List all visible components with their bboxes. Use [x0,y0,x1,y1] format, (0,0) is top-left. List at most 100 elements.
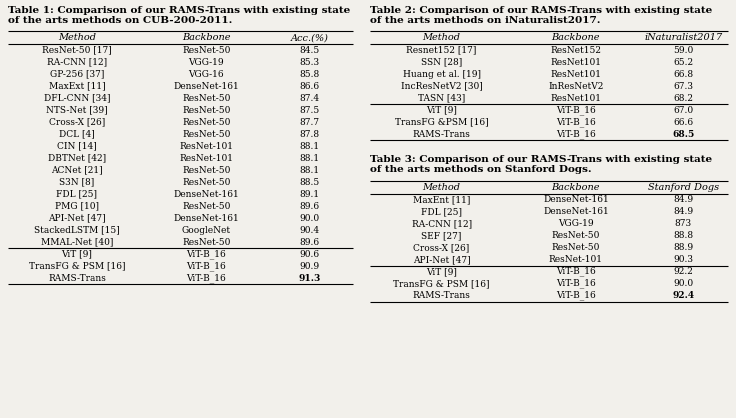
Text: 89.1: 89.1 [300,190,320,199]
Text: 67.3: 67.3 [673,82,693,91]
Text: ResNet152: ResNet152 [551,46,601,55]
Text: 68.5: 68.5 [672,130,694,139]
Text: ResNet-50: ResNet-50 [183,118,230,127]
Text: Method: Method [422,183,461,191]
Text: RA-CNN [12]: RA-CNN [12] [47,58,107,67]
Text: ViT-B_16: ViT-B_16 [556,267,595,276]
Text: MaxExt [11]: MaxExt [11] [49,82,105,91]
Text: S3N [8]: S3N [8] [60,178,95,187]
Text: ResNet-101: ResNet-101 [549,255,603,264]
Text: 88.8: 88.8 [673,231,693,240]
Text: ViT [9]: ViT [9] [426,267,457,276]
Text: VGG-16: VGG-16 [188,70,224,79]
Text: TASN [43]: TASN [43] [418,94,465,103]
Text: SEF [27]: SEF [27] [422,231,461,240]
Text: 68.2: 68.2 [673,94,693,103]
Text: ResNet-50: ResNet-50 [183,130,230,139]
Text: 87.5: 87.5 [300,106,320,115]
Text: SSN [28]: SSN [28] [421,58,462,67]
Text: MaxEnt [11]: MaxEnt [11] [413,195,470,204]
Text: 84.5: 84.5 [300,46,320,55]
Text: Method: Method [422,33,461,42]
Text: StackedLSTM [15]: StackedLSTM [15] [34,226,120,235]
Text: Cross-X [26]: Cross-X [26] [414,243,470,252]
Text: NTS-Net [39]: NTS-Net [39] [46,106,107,115]
Text: ResNet-101: ResNet-101 [180,154,233,163]
Text: 67.0: 67.0 [673,106,693,115]
Text: ResNet-50: ResNet-50 [183,178,230,187]
Text: Table 1: Comparison of our RAMS-Trans with existing state: Table 1: Comparison of our RAMS-Trans wi… [8,6,350,15]
Text: FDL [25]: FDL [25] [57,190,97,199]
Text: GoogleNet: GoogleNet [182,226,231,235]
Text: 87.4: 87.4 [300,94,320,103]
Text: Stanford Dogs: Stanford Dogs [648,183,719,191]
Text: 87.8: 87.8 [300,130,320,139]
Text: CIN [14]: CIN [14] [57,142,97,151]
Text: TransFG & PSM [16]: TransFG & PSM [16] [29,262,125,271]
Text: RAMS-Trans: RAMS-Trans [48,274,106,283]
Text: 90.3: 90.3 [673,255,693,264]
Text: DenseNet-161: DenseNet-161 [174,214,239,223]
Text: ResNet-50: ResNet-50 [183,106,230,115]
Text: ViT-B_16: ViT-B_16 [556,130,595,139]
Text: 88.1: 88.1 [300,166,320,175]
Text: ResNet-50: ResNet-50 [552,243,600,252]
Text: 88.1: 88.1 [300,142,320,151]
Text: VGG-19: VGG-19 [188,58,224,67]
Text: 88.9: 88.9 [673,243,693,252]
Text: DFL-CNN [34]: DFL-CNN [34] [43,94,110,103]
Text: TransFG & PSM [16]: TransFG & PSM [16] [393,279,490,288]
Text: ViT-B_16: ViT-B_16 [186,261,226,271]
Text: Table 3: Comparison of our RAMS-Trans with existing state: Table 3: Comparison of our RAMS-Trans wi… [370,155,712,164]
Text: Cross-X [26]: Cross-X [26] [49,118,105,127]
Text: Acc.(%): Acc.(%) [291,33,329,42]
Text: PMG [10]: PMG [10] [55,202,99,211]
Text: 90.0: 90.0 [673,279,693,288]
Text: ViT-B_16: ViT-B_16 [556,279,595,288]
Text: 91.3: 91.3 [299,274,321,283]
Text: ResNet-50: ResNet-50 [552,231,600,240]
Text: 85.3: 85.3 [300,58,320,67]
Text: 65.2: 65.2 [673,58,693,67]
Text: Method: Method [58,33,96,42]
Text: 89.6: 89.6 [300,238,320,247]
Text: FDL [25]: FDL [25] [421,207,462,216]
Text: 90.9: 90.9 [300,262,320,271]
Text: 88.5: 88.5 [300,178,320,187]
Text: ResNet101: ResNet101 [551,94,601,103]
Text: 84.9: 84.9 [673,207,693,216]
Text: API-Net [47]: API-Net [47] [48,214,106,223]
Text: iNaturalist2017: iNaturalist2017 [644,33,722,42]
Text: MMAL-Net [40]: MMAL-Net [40] [40,238,113,247]
Text: VGG-19: VGG-19 [558,219,594,228]
Text: RA-CNN [12]: RA-CNN [12] [411,219,472,228]
Text: ViT-B_16: ViT-B_16 [186,273,226,283]
Text: 59.0: 59.0 [673,46,693,55]
Text: 89.6: 89.6 [300,202,320,211]
Text: DCL [4]: DCL [4] [59,130,95,139]
Text: Resnet152 [17]: Resnet152 [17] [406,46,477,55]
Text: 66.8: 66.8 [673,70,693,79]
Text: ResNet-101: ResNet-101 [180,142,233,151]
Text: Backbone: Backbone [551,33,600,42]
Text: ResNet-50: ResNet-50 [183,238,230,247]
Text: InResNetV2: InResNetV2 [548,82,604,91]
Text: ViT [9]: ViT [9] [426,106,457,115]
Text: ACNet [21]: ACNet [21] [52,166,103,175]
Text: 873: 873 [675,219,692,228]
Text: RAMS-Trans: RAMS-Trans [413,291,470,300]
Text: IncResNetV2 [30]: IncResNetV2 [30] [400,82,483,91]
Text: 86.6: 86.6 [300,82,320,91]
Text: 90.4: 90.4 [300,226,320,235]
Text: ResNet-50: ResNet-50 [183,202,230,211]
Text: of the arts methods on iNaturalist2017.: of the arts methods on iNaturalist2017. [370,16,601,25]
Text: of the arts methods on Stanford Dogs.: of the arts methods on Stanford Dogs. [370,166,592,174]
Text: RAMS-Trans: RAMS-Trans [413,130,470,139]
Text: DenseNet-161: DenseNet-161 [174,82,239,91]
Text: of the arts methods on CUB-200-2011.: of the arts methods on CUB-200-2011. [8,16,233,25]
Text: DenseNet-161: DenseNet-161 [543,207,609,216]
Text: ResNet-50: ResNet-50 [183,94,230,103]
Text: 87.7: 87.7 [300,118,320,127]
Text: 88.1: 88.1 [300,154,320,163]
Text: ViT-B_16: ViT-B_16 [186,250,226,259]
